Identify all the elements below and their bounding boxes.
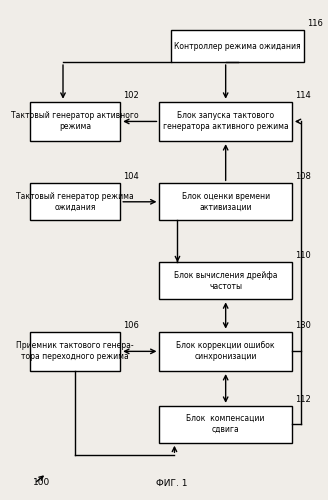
Text: Блок вычисления дрейфа
частоты: Блок вычисления дрейфа частоты [174,271,277,291]
Text: 100: 100 [33,478,50,487]
Text: ФИГ. 1: ФИГ. 1 [156,480,187,488]
FancyBboxPatch shape [159,262,292,300]
Text: 110: 110 [295,252,311,260]
Text: 104: 104 [123,172,139,182]
Text: Приемник тактового генера-
тора переходного режима: Приемник тактового генера- тора переходн… [16,342,134,361]
Text: Тактовый генератор активного
режима: Тактовый генератор активного режима [11,112,139,132]
FancyBboxPatch shape [159,102,292,141]
Text: Блок оценки времени
активизации: Блок оценки времени активизации [182,192,270,212]
Text: 108: 108 [295,172,311,182]
Text: Блок  компенсации
сдвига: Блок компенсации сдвига [187,414,265,434]
Text: 116: 116 [307,19,323,28]
Text: 130: 130 [295,320,311,330]
Text: Блок коррекции ошибок
синхронизации: Блок коррекции ошибок синхронизации [176,342,275,361]
FancyBboxPatch shape [159,406,292,443]
Text: 106: 106 [123,320,139,330]
Text: Контроллер режима ожидания: Контроллер режима ожидания [174,42,301,50]
FancyBboxPatch shape [30,102,120,141]
Text: 112: 112 [295,395,311,404]
Text: 114: 114 [295,90,311,100]
FancyBboxPatch shape [159,183,292,220]
Text: Тактовый генератор режима
ожидания: Тактовый генератор режима ожидания [16,192,134,212]
Text: 102: 102 [123,90,139,100]
FancyBboxPatch shape [30,183,120,220]
FancyBboxPatch shape [30,332,120,371]
FancyBboxPatch shape [159,332,292,371]
FancyBboxPatch shape [172,30,304,62]
Text: Блок запуска тактового
генератора активного режима: Блок запуска тактового генератора активн… [163,112,289,132]
